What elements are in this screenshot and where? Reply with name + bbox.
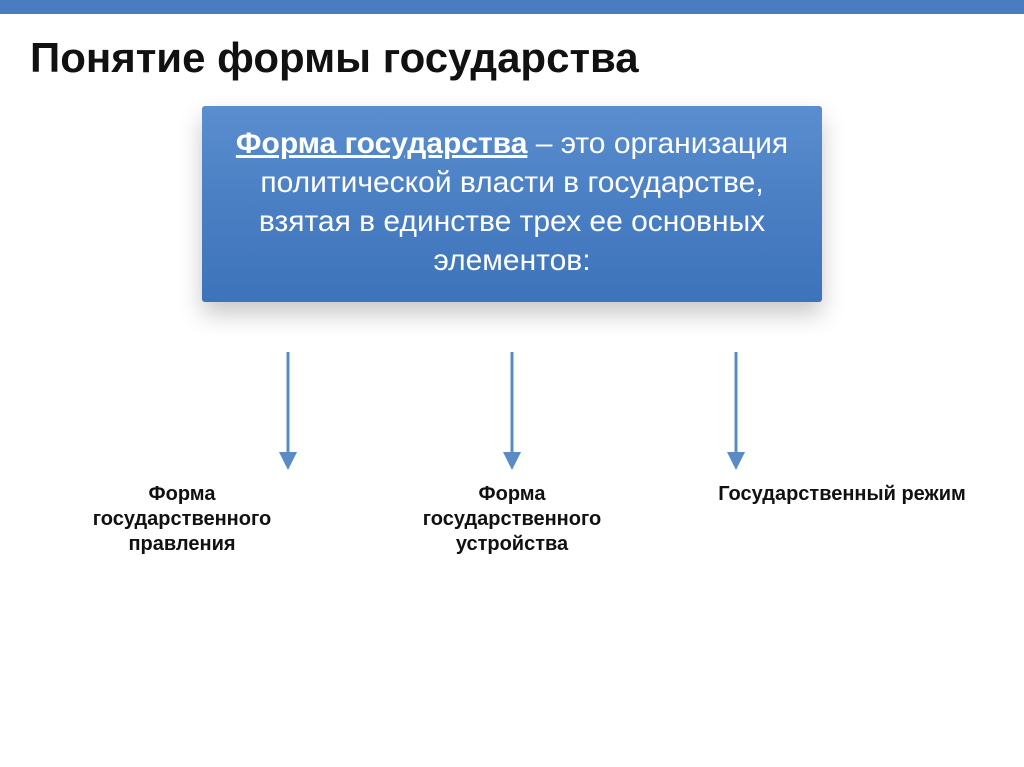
slide-title: Понятие формы государства — [30, 34, 994, 82]
arrows-row — [30, 352, 994, 472]
arrow-down-icon — [276, 352, 300, 472]
arrow-down-icon — [724, 352, 748, 472]
definition-box: Форма государства – это организация поли… — [202, 106, 822, 302]
element-form-of-state-structure: Форма государственного устройства — [387, 482, 637, 557]
element-form-of-government: Форма государственного правления — [57, 482, 307, 557]
slide-container: Понятие формы государства Форма государс… — [0, 14, 1024, 587]
definition-term: Форма государства — [236, 127, 528, 160]
element-state-regime: Государственный режим — [717, 482, 967, 557]
elements-row: Форма государственного правления Форма г… — [30, 482, 994, 557]
arrow-down-icon — [500, 352, 524, 472]
top-accent-bar — [0, 0, 1024, 14]
